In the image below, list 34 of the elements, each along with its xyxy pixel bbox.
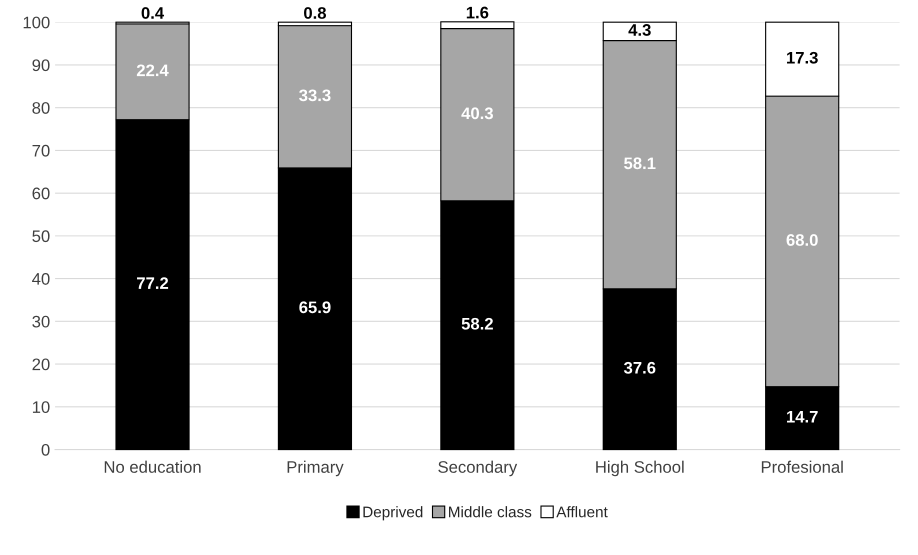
x-tick-label: Primary: [288, 460, 344, 476]
data-label: 0.8: [304, 7, 326, 19]
x-tick-label: No education: [104, 460, 201, 473]
y-tick-label: 60: [32, 188, 50, 200]
y-tick-label: 50: [32, 230, 50, 242]
data-label: 77.2: [137, 277, 168, 289]
data-label: 40.3: [461, 107, 493, 120]
legend-label: Affluent: [556, 506, 608, 518]
y-tick-label: 80: [32, 102, 50, 114]
data-label: 58.2: [462, 318, 493, 330]
y-tick-label: 10: [32, 401, 50, 414]
data-label: 17.3: [787, 52, 818, 64]
data-label: 14.7: [787, 410, 818, 422]
data-label: 1.6: [466, 6, 488, 18]
legend-label: Middle class: [449, 506, 532, 518]
y-tick-label: 40: [32, 273, 50, 285]
y-tick-label: 30: [32, 316, 50, 328]
data-label: 68.0: [786, 234, 818, 246]
data-label: 0.4: [142, 7, 164, 19]
data-label: 33.3: [299, 89, 331, 102]
y-tick-label: 0: [42, 444, 50, 456]
y-tick-label: 20: [32, 358, 50, 370]
data-label: 37.6: [624, 362, 656, 374]
y-tick-label: 90: [32, 59, 50, 72]
x-tick-label: Profesional: [762, 460, 843, 473]
y-tick-label: 100: [24, 16, 50, 28]
data-label: 22.4: [136, 64, 169, 76]
data-label: 4.3: [628, 24, 651, 36]
x-tick-label: High School: [596, 460, 684, 476]
data-label: 58.1: [624, 157, 656, 170]
y-tick-label: 70: [32, 144, 50, 157]
legend-label: Deprived: [363, 506, 422, 520]
x-tick-label: Secondary: [438, 460, 518, 476]
data-label: 65.9: [299, 301, 331, 314]
